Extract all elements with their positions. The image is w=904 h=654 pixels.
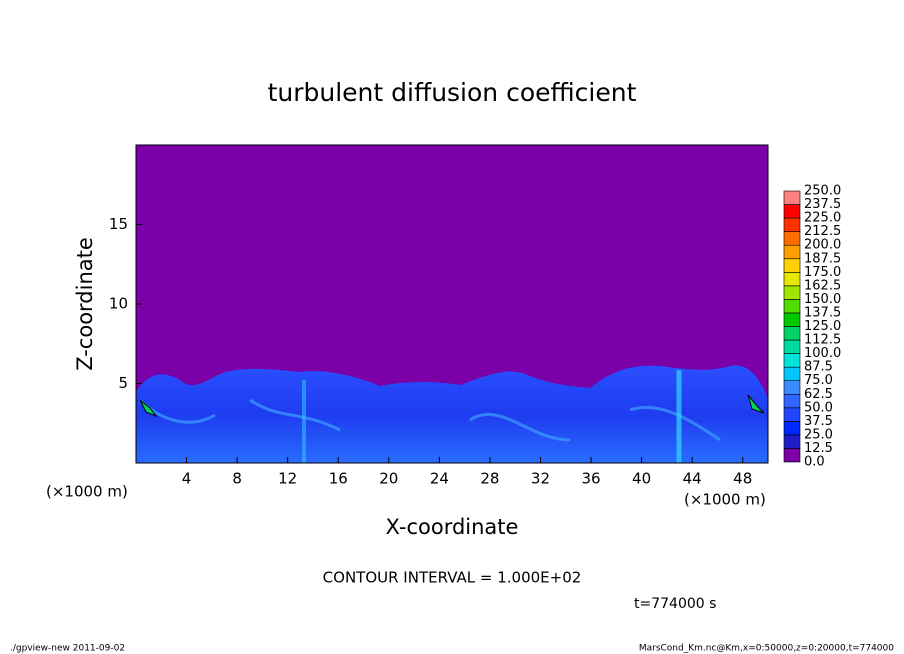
x-tick-label: 16 bbox=[329, 470, 348, 488]
colorbar-label: 187.5 bbox=[804, 251, 841, 266]
colorbar-label: 37.5 bbox=[804, 414, 833, 429]
turbulence-streaks bbox=[138, 398, 721, 442]
contour-interval: CONTOUR INTERVAL = 1.000E+02 bbox=[323, 569, 582, 587]
chart-title: turbulent diffusion coefficient bbox=[268, 78, 637, 107]
colorbar-swatch bbox=[783, 326, 801, 341]
y-tick-label: 15 bbox=[109, 215, 128, 233]
colorbar-swatch bbox=[783, 217, 801, 232]
x-tick-label: 8 bbox=[232, 470, 242, 488]
x-tick-label: 4 bbox=[182, 470, 192, 488]
y-tick-label: 10 bbox=[109, 295, 128, 313]
colorbar-label: 150.0 bbox=[804, 292, 841, 307]
x-axis-label: X-coordinate bbox=[386, 515, 519, 539]
x-tick-label: 24 bbox=[430, 470, 449, 488]
colorbar-swatch bbox=[783, 299, 801, 314]
colorbar-label: 175.0 bbox=[804, 265, 841, 280]
colorbar-swatch bbox=[783, 271, 801, 287]
x-tick-label: 40 bbox=[632, 470, 651, 488]
colorbar-swatch bbox=[783, 380, 801, 395]
colorbar-swatch bbox=[783, 393, 801, 409]
colorbar-label: 112.5 bbox=[804, 333, 841, 348]
colorbar-label: 62.5 bbox=[804, 387, 833, 402]
colorbar-label: 125.0 bbox=[804, 319, 841, 334]
colorbar-label: 225.0 bbox=[804, 211, 841, 226]
colorbar-label: 0.0 bbox=[804, 455, 825, 470]
colorbar-swatch bbox=[783, 339, 801, 354]
y-tick-label: 5 bbox=[118, 374, 128, 392]
colorbar-label: 200.0 bbox=[804, 238, 841, 253]
footer-left: ./gpview-new 2011-09-02 bbox=[10, 644, 125, 654]
colorbar-label: 87.5 bbox=[804, 360, 833, 375]
colorbar-swatch bbox=[783, 353, 801, 368]
y-unit-label: (×1000 m) bbox=[46, 483, 128, 501]
x-tick-label: 28 bbox=[480, 470, 499, 488]
colorbar-label: 162.5 bbox=[804, 278, 841, 293]
colorbar-swatch bbox=[783, 285, 801, 300]
colorbar-swatch bbox=[783, 434, 801, 449]
y-axis-label: Z-coordinate bbox=[73, 237, 97, 371]
x-tick-label: 48 bbox=[733, 470, 752, 488]
colorbar-swatch bbox=[783, 407, 801, 422]
colorbar-swatch bbox=[783, 366, 801, 381]
high-value-patch bbox=[139, 394, 765, 418]
colorbar-label: 212.5 bbox=[804, 224, 841, 239]
colorbar-swatch bbox=[783, 204, 801, 219]
x-tick-label: 36 bbox=[581, 470, 600, 488]
colorbar-swatch bbox=[783, 421, 801, 436]
colorbar-swatch bbox=[783, 448, 801, 463]
colorbar-swatch bbox=[783, 258, 801, 273]
colorbar-swatch bbox=[783, 190, 801, 205]
x-tick-label: 32 bbox=[531, 470, 550, 488]
colorbar-swatch bbox=[783, 244, 801, 260]
x-unit-label: (×1000 m) bbox=[684, 491, 766, 509]
x-tick-label: 20 bbox=[379, 470, 398, 488]
colorbar-swatch bbox=[783, 231, 801, 246]
colorbar-label: 250.0 bbox=[804, 184, 841, 199]
colorbar-swatch bbox=[783, 312, 801, 327]
colorbar-label: 25.0 bbox=[804, 427, 833, 442]
colorbar-label: 12.5 bbox=[804, 441, 833, 456]
footer-right: MarsCond_Km.nc@Km,x=0:50000,z=0:20000,t=… bbox=[639, 644, 894, 654]
time-label: t=774000 s bbox=[634, 596, 716, 612]
colorbar-label: 137.5 bbox=[804, 305, 841, 320]
colorbar-label: 237.5 bbox=[804, 197, 841, 212]
colorbar-label: 50.0 bbox=[804, 400, 833, 415]
colorbar-label: 75.0 bbox=[804, 373, 833, 388]
x-tick-label: 12 bbox=[278, 470, 297, 488]
colorbar-label: 100.0 bbox=[804, 346, 841, 361]
turbulent-layer bbox=[136, 365, 768, 463]
x-tick-label: 44 bbox=[683, 470, 702, 488]
